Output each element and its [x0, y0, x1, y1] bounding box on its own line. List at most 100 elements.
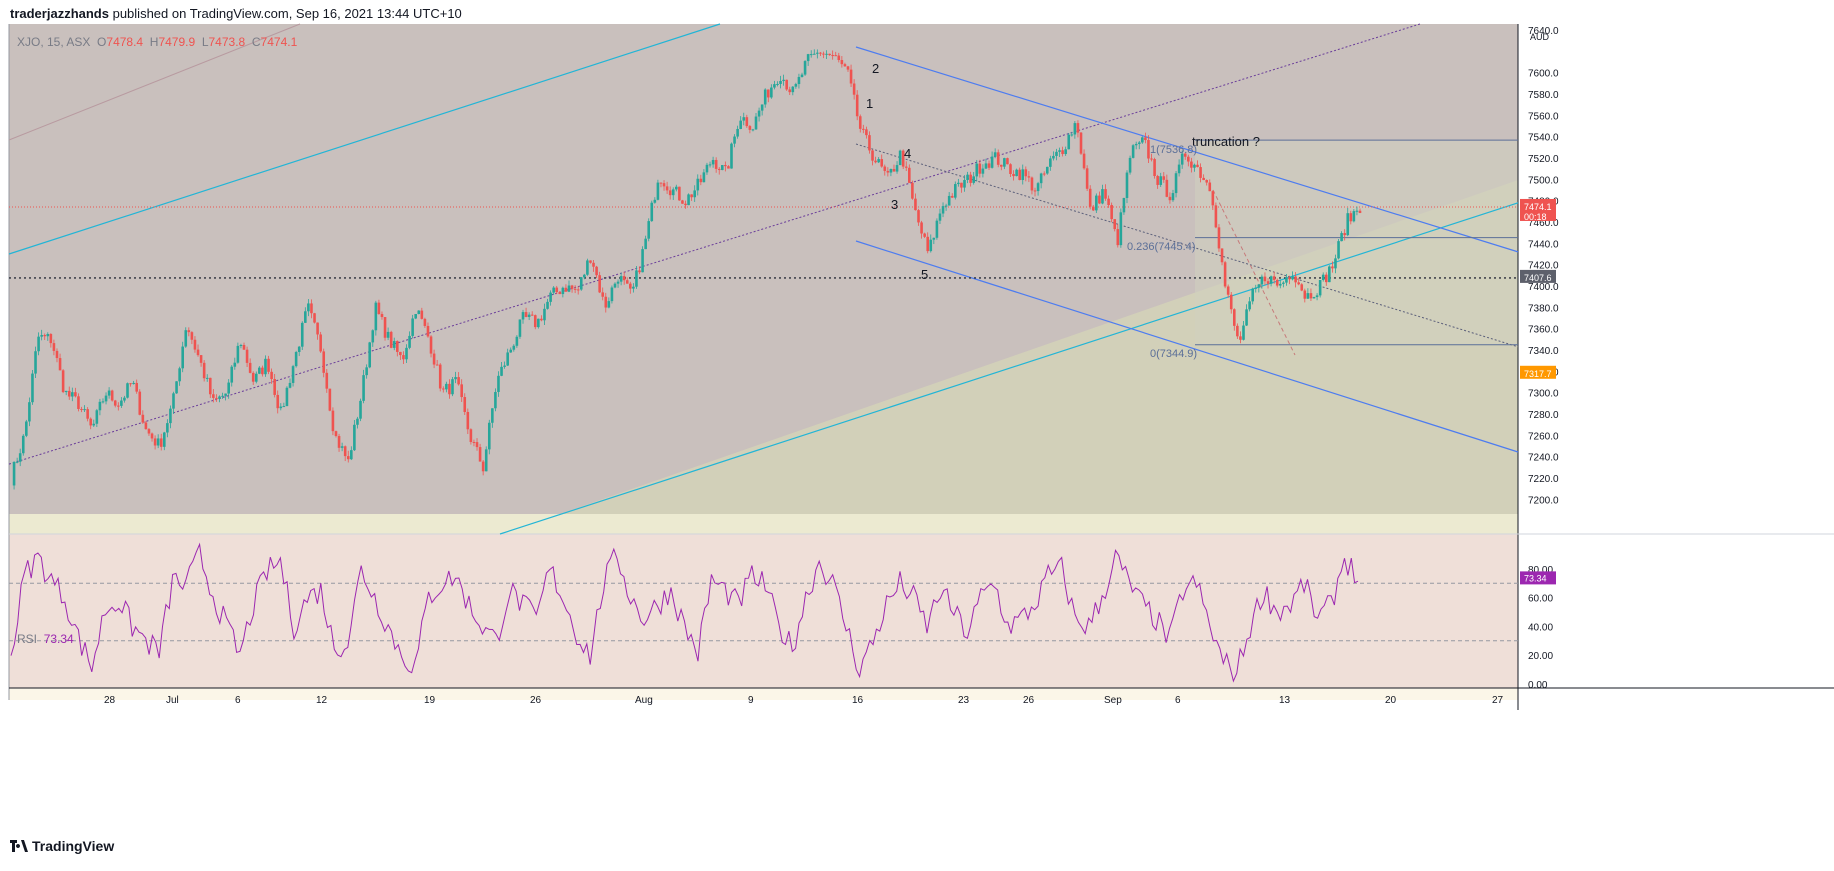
price-tick-label: 7380.0: [1528, 303, 1559, 314]
candle-body: [895, 165, 899, 172]
candle-body: [782, 79, 785, 82]
candle-body: [1205, 180, 1209, 183]
candle-body: [196, 349, 200, 356]
price-tick-label: 7300.0: [1528, 389, 1559, 400]
candle-body: [258, 367, 261, 374]
candle-body: [702, 172, 706, 183]
candle-body: [227, 382, 230, 394]
candle-body: [874, 160, 877, 163]
candle-body: [117, 405, 120, 407]
high-label: H: [149, 35, 159, 49]
candle-body: [521, 312, 525, 320]
candle-body: [288, 382, 292, 388]
time-tick-label: 6: [1175, 695, 1181, 706]
candle-body: [604, 296, 608, 308]
candle-body: [181, 346, 184, 369]
candle-body: [944, 205, 948, 207]
candle-body: [141, 414, 145, 423]
candle-body: [555, 287, 559, 293]
candle-body: [941, 206, 945, 214]
candle-body: [837, 55, 841, 61]
fib-0-label: 0(7344.9): [1150, 348, 1197, 360]
candle-body: [862, 128, 865, 130]
candle-body: [463, 397, 467, 412]
candle-body: [570, 285, 574, 289]
candle-body: [386, 331, 390, 338]
candle-body: [616, 281, 620, 284]
candle-body: [687, 194, 690, 206]
candle-body: [763, 89, 767, 105]
candle-body: [297, 346, 301, 353]
time-tick-label: 26: [530, 695, 542, 706]
candle-body: [720, 165, 724, 171]
candle-body: [1217, 227, 1221, 249]
candle-body: [399, 351, 402, 356]
candle-body: [1269, 276, 1273, 284]
candle-body: [1150, 158, 1153, 160]
candle-body: [1208, 182, 1212, 192]
candle-body: [1303, 290, 1307, 299]
candle-body: [1076, 123, 1080, 133]
candle-body: [779, 81, 782, 84]
price-tick-label: 7280.0: [1528, 410, 1559, 421]
candle-body: [31, 373, 34, 403]
candle-body: [668, 190, 672, 196]
candle-body: [696, 178, 700, 191]
candle-body: [487, 422, 491, 450]
candle-body: [935, 220, 939, 238]
rsi-tick-label: 20.00: [1528, 651, 1553, 662]
candle-body: [110, 390, 114, 401]
candle-body: [530, 314, 534, 316]
candle-body: [242, 344, 246, 350]
rsi-label[interactable]: RSI: [17, 632, 38, 646]
candle-body: [1128, 157, 1132, 173]
candle-body: [855, 94, 859, 117]
wave-label-3: 3: [891, 197, 898, 212]
candle-body: [733, 136, 736, 144]
candle-body: [49, 334, 53, 344]
candle-body: [573, 288, 577, 290]
tradingview-footer[interactable]: TradingView: [10, 838, 114, 854]
candle-body: [420, 310, 424, 319]
candle-body: [1131, 145, 1135, 158]
price-tick-label: 7260.0: [1528, 431, 1559, 442]
channel-lower: [855, 240, 1519, 453]
candle-body: [1098, 195, 1101, 204]
candle-body: [1297, 282, 1300, 285]
candle-body: [187, 330, 191, 333]
orange-price-tag: 7317.7: [1524, 369, 1552, 379]
price-tick-label: 7200.0: [1528, 495, 1559, 506]
candle-body: [497, 375, 500, 392]
candle-body: [567, 285, 571, 292]
candle-body: [1199, 167, 1202, 178]
price-tick-label: 7340.0: [1528, 346, 1559, 357]
symbol-name[interactable]: XJO, 15, ASX: [17, 35, 91, 49]
candle-body: [797, 76, 801, 85]
candle-body: [512, 345, 516, 350]
time-tick-label: 13: [1279, 695, 1291, 706]
candle-body: [1193, 164, 1196, 168]
candle-body: [371, 330, 375, 343]
candle-body: [503, 365, 506, 367]
candle-body: [653, 199, 657, 203]
candle-body: [561, 287, 565, 295]
author-name[interactable]: traderjazzhands: [10, 6, 109, 21]
candle-body: [957, 182, 960, 185]
candle-body: [67, 390, 71, 397]
time-tick-label: 16: [852, 695, 864, 706]
brand-name: TradingView: [32, 838, 115, 854]
candle-body: [441, 388, 445, 390]
candle-body: [208, 377, 212, 395]
candle-body: [264, 358, 267, 375]
candle-body: [380, 314, 384, 318]
candle-body: [791, 86, 795, 93]
candle-body: [960, 182, 963, 188]
close-value: 7474.1: [260, 35, 298, 49]
candle-body: [126, 383, 129, 398]
time-tick-label: 26: [1023, 695, 1035, 706]
candle-body: [454, 377, 457, 380]
candle-body: [460, 384, 463, 398]
candle-body: [736, 128, 739, 137]
